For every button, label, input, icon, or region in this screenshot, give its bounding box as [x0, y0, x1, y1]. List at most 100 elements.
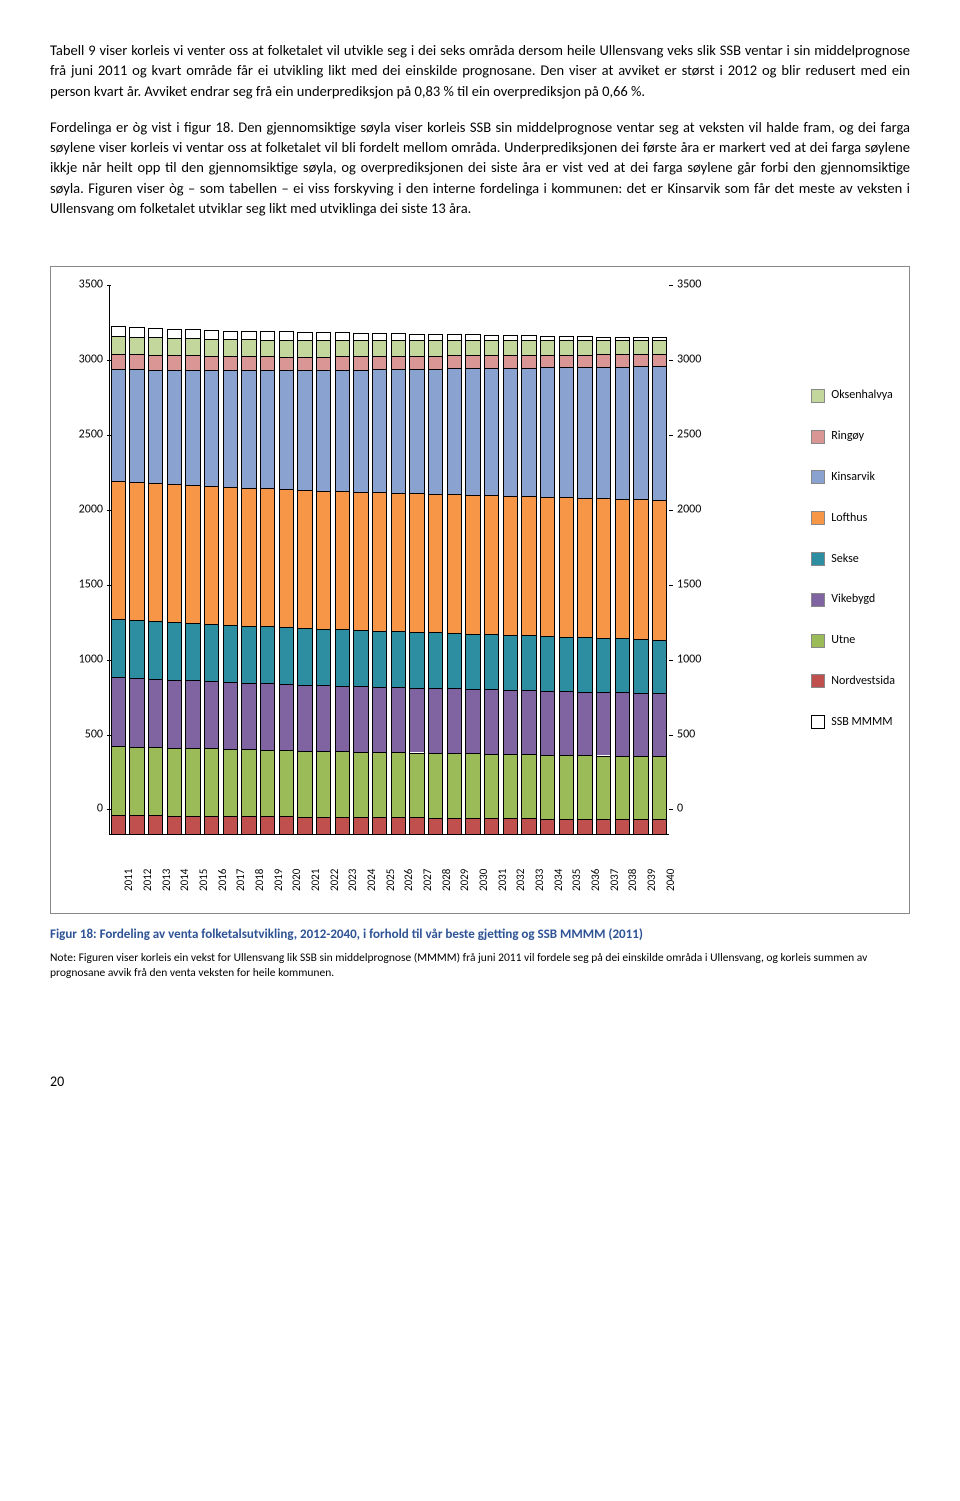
- x-tick-label: 2024: [364, 869, 379, 891]
- legend: Oksenhalvya Ringøy Kinsarvik Lofthus Sekse Vi…: [811, 387, 895, 754]
- figure-caption: Figur 18: Fordeling av venta folketalsut…: [50, 926, 910, 944]
- x-tick-label: 2020: [289, 869, 304, 891]
- y-tick-label: 2500: [677, 427, 701, 444]
- x-tick-label: 2030: [476, 869, 491, 891]
- y-tick-label: 2000: [79, 502, 103, 519]
- legend-swatch: [811, 389, 825, 403]
- x-tick-label: 2015: [196, 869, 211, 891]
- legend-item-Ringoy: Ringøy: [811, 428, 895, 445]
- ssb-bar: [428, 334, 443, 836]
- ssb-bar: [241, 331, 256, 836]
- ssb-bar: [391, 333, 406, 835]
- y-tick-label: 2000: [677, 502, 701, 519]
- ssb-bar: [503, 335, 518, 835]
- x-tick-label: 2035: [569, 869, 584, 891]
- x-tick-label: 2032: [513, 869, 528, 891]
- y-tick-label: 3500: [677, 277, 701, 294]
- legend-swatch: [811, 674, 825, 688]
- x-tick-label: 2033: [532, 869, 547, 891]
- legend-item-Oksenhalvya: Oksenhalvya: [811, 387, 895, 404]
- y-tick-label: 1000: [677, 651, 701, 668]
- legend-item-Vikebygd: Vikebygd: [811, 591, 895, 608]
- ssb-bar: [353, 333, 368, 836]
- x-tick-label: 2014: [177, 869, 192, 891]
- x-tick-label: 2017: [233, 869, 248, 891]
- y-tick-label: 500: [85, 726, 103, 743]
- legend-swatch: [811, 593, 825, 607]
- ssb-bar: [223, 331, 238, 836]
- y-axis-right: 0500100015002000250030003500: [673, 285, 723, 835]
- ssb-bar: [129, 327, 144, 835]
- x-tick-label: 2031: [495, 869, 510, 891]
- x-tick-label: 2037: [607, 869, 622, 891]
- ssb-bar: [447, 334, 462, 835]
- x-axis: 2011201220132014201520162017201820192020…: [109, 843, 669, 905]
- ssb-bar: [167, 329, 182, 836]
- x-tick-label: 2025: [383, 869, 398, 891]
- y-tick-label: 0: [677, 801, 683, 818]
- ssb-bar: [465, 334, 480, 835]
- ssb-bar: [540, 336, 555, 836]
- x-tick-label: 2029: [457, 869, 472, 891]
- chart-plot-area: [109, 285, 669, 835]
- legend-item-Sekse: Sekse: [811, 551, 895, 568]
- page-number: 20: [50, 1072, 910, 1092]
- figure-note: Note: Figuren viser korleis ein vekst fo…: [50, 951, 910, 982]
- ssb-bar: [409, 334, 424, 836]
- x-tick-label: 2039: [644, 869, 659, 891]
- ssb-bar: [484, 335, 499, 836]
- legend-label: Kinsarvik: [831, 469, 875, 486]
- ssb-bar: [633, 337, 648, 835]
- ssb-bar: [297, 332, 312, 836]
- legend-swatch: [811, 470, 825, 484]
- ssb-bar: [521, 335, 536, 835]
- ssb-bar: [652, 337, 667, 835]
- ssb-bar: [559, 336, 574, 835]
- legend-label: Oksenhalvya: [831, 387, 893, 404]
- x-tick-label: 2023: [345, 869, 360, 891]
- paragraph-1: Tabell 9 viser korleis vi venter oss at …: [50, 40, 910, 101]
- ssb-bar: [596, 337, 611, 836]
- legend-item-ssb: SSB MMMM: [811, 714, 895, 731]
- y-tick-label: 0: [97, 801, 103, 818]
- x-tick-label: 2011: [121, 869, 136, 891]
- ssb-bar: [335, 332, 350, 835]
- legend-label: Sekse: [831, 551, 859, 568]
- x-tick-label: 2028: [439, 869, 454, 891]
- x-tick-label: 2034: [551, 869, 566, 891]
- legend-item-Lofthus: Lofthus: [811, 510, 895, 527]
- y-tick-label: 1500: [677, 576, 701, 593]
- y-tick-label: 2500: [79, 427, 103, 444]
- legend-swatch: [811, 634, 825, 648]
- x-tick-label: 2036: [588, 869, 603, 891]
- ssb-bar: [316, 332, 331, 835]
- ssb-bar: [204, 330, 219, 835]
- legend-swatch: [811, 715, 825, 729]
- y-tick-label: 500: [677, 726, 695, 743]
- legend-label: Nordvestsida: [831, 673, 895, 690]
- y-tick-label: 1500: [79, 576, 103, 593]
- legend-item-Kinsarvik: Kinsarvik: [811, 469, 895, 486]
- figure-18: 0500100015002000250030003500 05001000150…: [50, 266, 910, 914]
- legend-label: SSB MMMM: [831, 714, 892, 731]
- x-tick-label: 2022: [327, 869, 342, 891]
- y-axis-left: 0500100015002000250030003500: [57, 285, 107, 835]
- x-tick-label: 2027: [420, 869, 435, 891]
- ssb-bar: [111, 326, 126, 835]
- legend-label: Ringøy: [831, 428, 864, 445]
- x-tick-label: 2040: [663, 869, 678, 891]
- ssb-bar: [279, 331, 294, 835]
- paragraph-2: Fordelinga er òg vist i figur 18. Den gj…: [50, 117, 910, 218]
- legend-swatch: [811, 552, 825, 566]
- x-tick-label: 2026: [401, 869, 416, 891]
- x-tick-label: 2019: [271, 869, 286, 891]
- legend-item-Utne: Utne: [811, 632, 895, 649]
- y-tick-label: 3500: [79, 277, 103, 294]
- ssb-bar: [372, 333, 387, 835]
- legend-swatch: [811, 430, 825, 444]
- legend-item-Nordvestsida: Nordvestsida: [811, 673, 895, 690]
- ssb-bar: [148, 328, 163, 836]
- x-tick-label: 2038: [625, 869, 640, 891]
- x-tick-label: 2018: [252, 869, 267, 891]
- x-tick-label: 2016: [215, 869, 230, 891]
